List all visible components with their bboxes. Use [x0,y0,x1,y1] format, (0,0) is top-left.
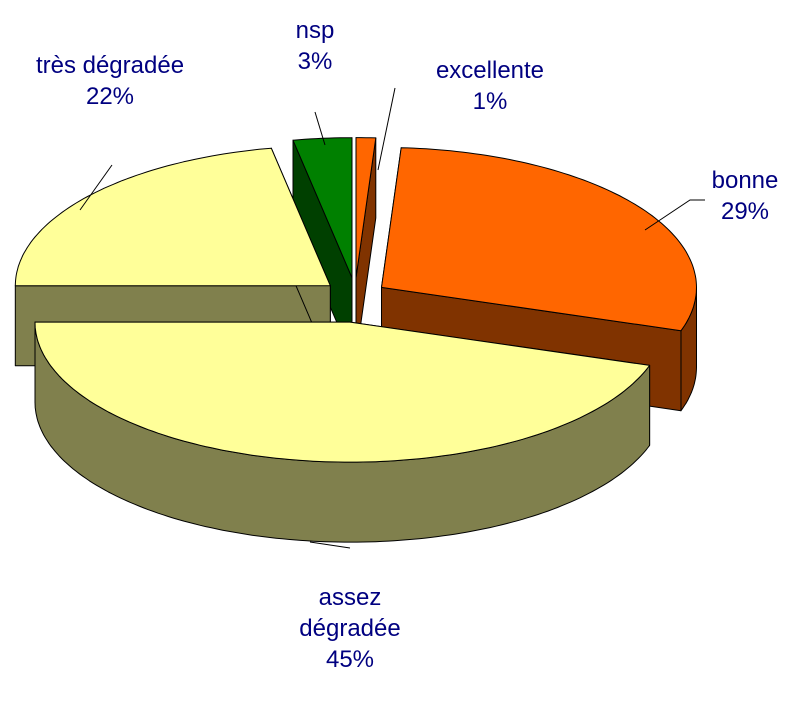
slice [355,137,377,279]
slice-value-label: 1% [472,88,508,115]
leader-line [644,199,705,231]
slice-label: assez dégradée [299,584,401,642]
slice-value-label: 29% [720,198,770,225]
slice-label: excellente [435,57,545,84]
leader-line [377,87,396,171]
leader-line [79,164,113,211]
slice-label: nsp [295,17,335,44]
slice [381,147,697,332]
slice-value-label: 22% [85,83,135,110]
slice [34,321,651,463]
slice-label: très dégradée [35,52,185,79]
slice [292,137,353,279]
slice-value-label: 3% [297,48,333,75]
slice-label: bonne [711,167,779,194]
slice-value-label: 45% [325,646,375,673]
leader-line [314,111,326,146]
leader-line [309,541,351,549]
slice [14,147,331,287]
